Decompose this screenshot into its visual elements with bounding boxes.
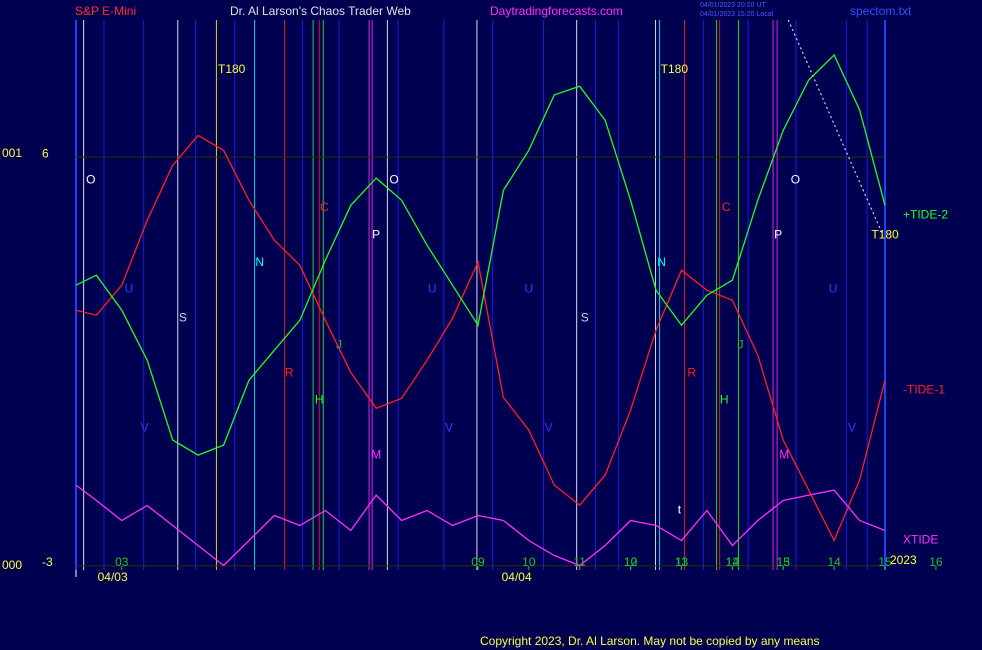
- annotation: V: [545, 420, 553, 434]
- date-label: 04/04: [502, 570, 532, 584]
- y-tick-label: 6: [42, 146, 49, 160]
- annotation: M: [371, 447, 381, 461]
- x-tick-label: 11: [573, 555, 586, 569]
- annotation: O: [86, 172, 95, 186]
- annotation: H: [720, 392, 729, 406]
- y-tick-label: -3: [42, 555, 53, 569]
- annotation: P: [372, 227, 380, 241]
- annotation: O: [791, 172, 800, 186]
- file-name: spectom.txt: [850, 4, 912, 18]
- x-tick-label: 14: [827, 555, 841, 569]
- symbol: S&P E-Mini: [75, 4, 136, 18]
- x-tick-label: 11: [675, 555, 688, 569]
- timestamp: 04/01/2023 15:20 Local: [700, 11, 774, 18]
- trend-line: [787, 19, 884, 236]
- site: Daytradingforecasts.com: [490, 4, 623, 18]
- annotation: H: [315, 392, 324, 406]
- annotation: t: [678, 503, 682, 517]
- chart-title: Dr. Al Larson's Chaos Trader Web: [230, 4, 411, 18]
- x-tick-label: 15: [878, 555, 892, 569]
- annotation: R: [687, 366, 696, 380]
- x-tick-label: 10: [624, 555, 638, 569]
- year: 2023: [890, 553, 917, 567]
- series-line: [75, 134, 886, 543]
- annotation: C: [722, 200, 731, 214]
- x-tick-label: 10: [522, 555, 536, 569]
- x-tick-label: 15: [777, 555, 791, 569]
- annotation: M: [779, 447, 789, 461]
- annotation: S: [581, 311, 589, 325]
- x-tick-label: 16: [929, 555, 943, 569]
- annotation: S: [179, 311, 187, 325]
- legend-label: +TIDE-2: [903, 207, 948, 221]
- left-label: 000: [2, 558, 22, 572]
- x-tick-label: 12: [726, 555, 740, 569]
- series-line: [75, 53, 886, 456]
- x-tick-label: 09: [471, 555, 485, 569]
- annotation: U: [829, 281, 838, 295]
- annotation: R: [285, 366, 294, 380]
- timestamp: 04/01/2023 20:20 UT: [700, 2, 766, 9]
- annotation: V: [848, 420, 856, 434]
- x-tick-label: 12: [624, 555, 638, 569]
- x-tick-label: 13: [777, 555, 791, 569]
- annotation: T180: [661, 62, 689, 76]
- annotation: U: [525, 281, 534, 295]
- annotation: U: [125, 281, 134, 295]
- x-tick-label: 03: [115, 555, 129, 569]
- legend-label: -TIDE-1: [903, 382, 945, 396]
- annotation: T180: [218, 62, 246, 76]
- left-label: 001: [2, 146, 22, 160]
- annotation: J: [737, 337, 743, 351]
- annotation: V: [445, 420, 453, 434]
- annotation: C: [320, 200, 329, 214]
- annotation: V: [141, 420, 149, 434]
- copyright: Copyright 2023, Dr. Al Larson. May not b…: [480, 634, 820, 648]
- series-line: [75, 484, 886, 567]
- x-tick-label: 14: [726, 555, 740, 569]
- legend-label: XTIDE: [903, 533, 938, 547]
- annotation: O: [389, 172, 398, 186]
- x-tick-label: 13: [675, 555, 689, 569]
- annotation: T180: [871, 227, 899, 241]
- annotation: P: [774, 227, 782, 241]
- annotation: N: [657, 255, 666, 269]
- annotation: N: [255, 255, 264, 269]
- annotation: J: [336, 337, 342, 351]
- annotation: U: [428, 281, 437, 295]
- date-label: 04/03: [98, 570, 128, 584]
